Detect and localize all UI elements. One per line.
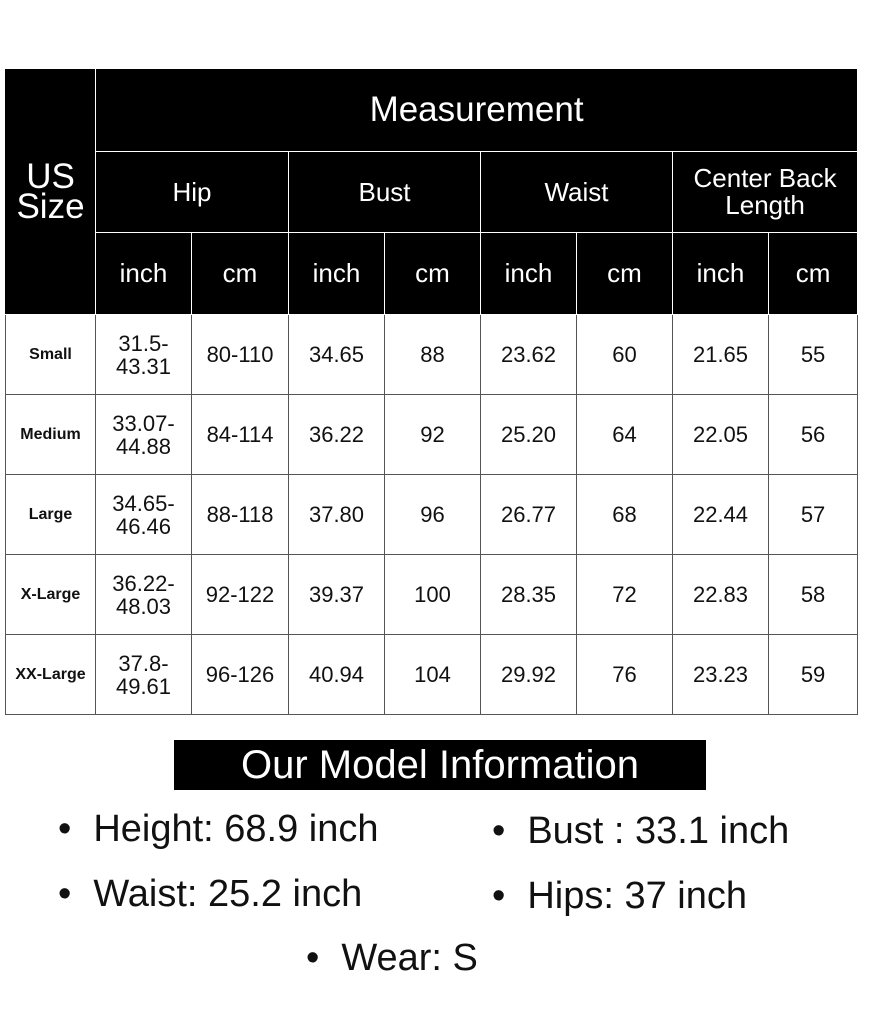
size-label: Large <box>5 474 96 555</box>
measurement-cell: 34.65-46.46 <box>95 474 192 555</box>
table-row: Medium 33.07-44.88 84-114 36.22 92 25.20 64 22.… <box>5 394 859 475</box>
us-size-header: US Size <box>5 68 96 315</box>
unit-header: cm <box>767 232 859 315</box>
measurement-cell: 96 <box>384 474 481 555</box>
bust-header: Bust <box>288 151 481 233</box>
size-label: Small <box>5 314 96 395</box>
center-back-length-header: Center Back Length <box>671 151 859 233</box>
measurement-cell: 22.05 <box>672 394 769 475</box>
model-height: Height: 68.9 inch <box>58 808 378 851</box>
unit-header: inch <box>95 232 192 315</box>
measurement-cell: 29.92 <box>480 634 577 715</box>
measurement-cell: 26.77 <box>480 474 577 555</box>
measurement-cell: 84-114 <box>191 394 289 475</box>
model-info-title: Our Model Information <box>174 740 706 790</box>
measurement-cell: 28.35 <box>480 554 577 635</box>
measurement-cell: 37.8-49.61 <box>95 634 192 715</box>
unit-header: cm <box>576 232 673 315</box>
unit-header: cm <box>191 232 289 315</box>
measurement-cell: 72 <box>576 554 673 635</box>
measurement-header: Measurement <box>94 68 859 152</box>
measurement-cell: 56 <box>767 394 859 475</box>
measurement-cell: 39.37 <box>288 554 385 635</box>
size-chart-table: US Size Measurement Hip Bust Waist Cente… <box>5 68 859 715</box>
table-row: Small 31.5-43.31 80-110 34.65 88 23.62 60 21.65… <box>5 314 859 395</box>
model-waist: Waist: 25.2 inch <box>58 873 362 916</box>
measurement-cell: 31.5-43.31 <box>95 314 192 395</box>
size-label: XX-Large <box>5 634 96 715</box>
measurement-cell: 25.20 <box>480 394 577 475</box>
measurement-cell: 80-110 <box>191 314 289 395</box>
measurement-cell: 57 <box>767 474 859 555</box>
measurement-cell: 58 <box>767 554 859 635</box>
measurement-cell: 88-118 <box>191 474 289 555</box>
table-row: Large 34.65-46.46 88-118 37.80 96 26.77 68 22.4… <box>5 474 859 555</box>
measurement-cell: 100 <box>384 554 481 635</box>
measurement-cell: 55 <box>767 314 859 395</box>
measurement-cell: 40.94 <box>288 634 385 715</box>
model-wear: Wear: S <box>306 937 478 980</box>
unit-header: inch <box>672 232 769 315</box>
measurement-cell: 36.22-48.03 <box>95 554 192 635</box>
model-hips: Hips: 37 inch <box>492 875 747 918</box>
measurement-cell: 96-126 <box>191 634 289 715</box>
measurement-cell: 60 <box>576 314 673 395</box>
measurement-cell: 36.22 <box>288 394 385 475</box>
measurement-cell: 92-122 <box>191 554 289 635</box>
table-row: XX-Large 37.8-49.61 96-126 40.94 104 29.92 76 2… <box>5 634 859 715</box>
measurement-cell: 33.07-44.88 <box>95 394 192 475</box>
measurement-cell: 64 <box>576 394 673 475</box>
measurement-cell: 76 <box>576 634 673 715</box>
unit-header: inch <box>288 232 385 315</box>
hip-header: Hip <box>95 151 289 233</box>
measurement-cell: 37.80 <box>288 474 385 555</box>
measurement-cell: 59 <box>767 634 859 715</box>
measurement-cell: 88 <box>384 314 481 395</box>
unit-header: cm <box>384 232 481 315</box>
unit-header: inch <box>480 232 577 315</box>
measurement-cell: 21.65 <box>672 314 769 395</box>
size-label: Medium <box>5 394 96 475</box>
measurement-cell: 34.65 <box>288 314 385 395</box>
measurement-cell: 92 <box>384 394 481 475</box>
measurement-cell: 104 <box>384 634 481 715</box>
measurement-cell: 22.44 <box>672 474 769 555</box>
measurement-cell: 68 <box>576 474 673 555</box>
measurement-cell: 23.62 <box>480 314 577 395</box>
measurement-cell: 22.83 <box>672 554 769 635</box>
size-label: X-Large <box>5 554 96 635</box>
waist-header: Waist <box>480 151 673 233</box>
measurement-cell: 23.23 <box>672 634 769 715</box>
table-row: X-Large 36.22-48.03 92-122 39.37 100 28.35 72 2… <box>5 554 859 635</box>
model-bust: Bust : 33.1 inch <box>492 810 789 853</box>
